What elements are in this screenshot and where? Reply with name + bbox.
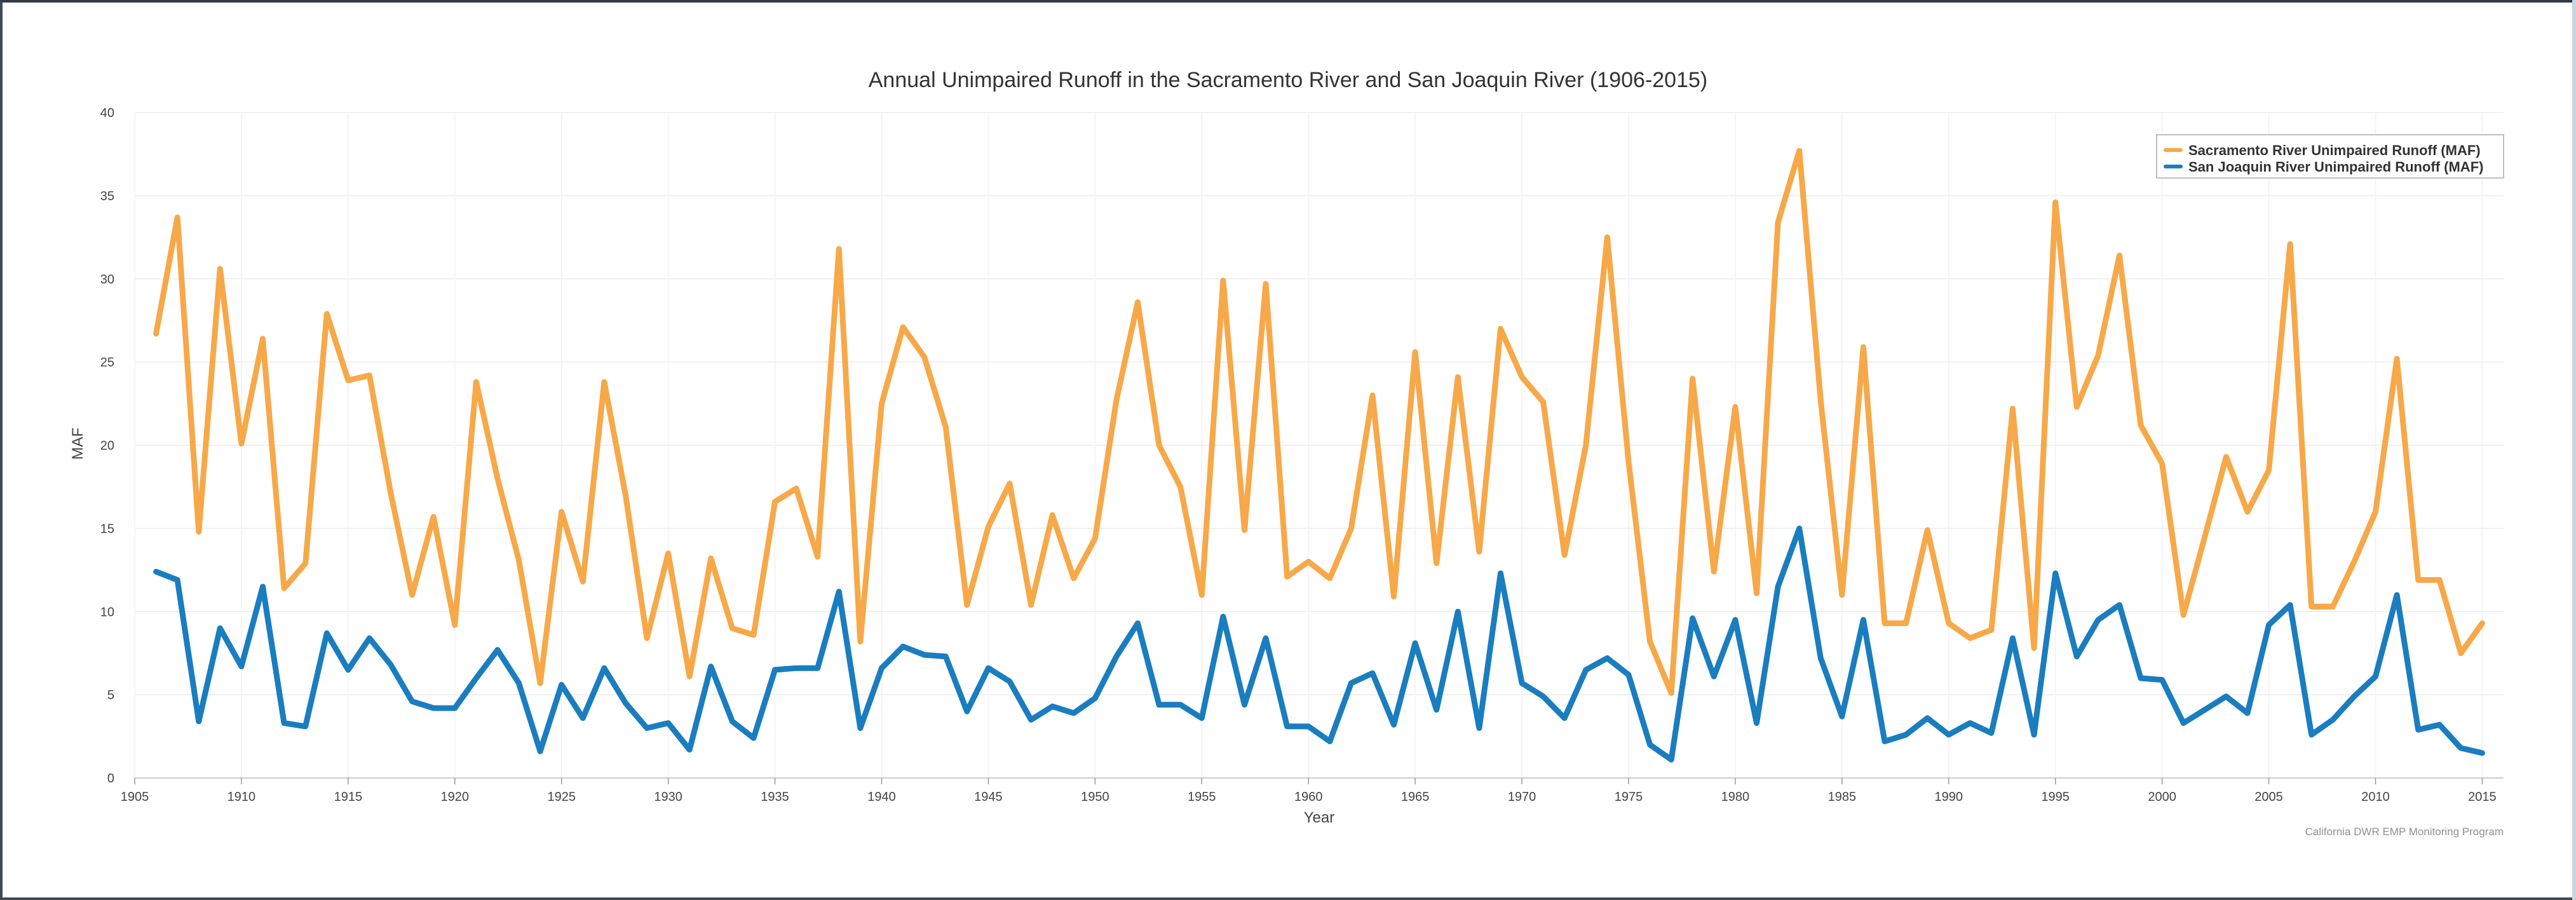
y-tick-label: 35 xyxy=(100,189,114,203)
series-line-sacramento xyxy=(153,147,2485,696)
x-tick-label: 1970 xyxy=(1508,790,1536,804)
y-tick-label: 5 xyxy=(107,688,114,702)
x-tick-label: 1975 xyxy=(1615,790,1643,804)
x-tick-label: 1910 xyxy=(227,790,256,804)
x-tick-label: 2015 xyxy=(2468,790,2497,804)
frame-edge xyxy=(2572,0,2576,900)
y-tick-label: 0 xyxy=(107,772,114,786)
x-tick-label: 1960 xyxy=(1294,790,1323,804)
legend-label-sacramento: Sacramento River Unimpaired Runoff (MAF) xyxy=(2188,142,2481,158)
x-tick-label: 1915 xyxy=(334,790,363,804)
y-axis-label: MAF xyxy=(69,428,86,460)
x-tick-label: 1950 xyxy=(1081,790,1109,804)
series-lines xyxy=(153,147,2485,763)
x-tick-label: 1955 xyxy=(1188,790,1216,804)
x-tick-label: 1920 xyxy=(441,790,470,804)
x-ticks: 1905 1910 1915 1920 1925 1930 1935 1940 1945 1950… xyxy=(121,778,2497,804)
y-tick-label: 10 xyxy=(100,605,114,619)
legend: Sacramento River Unimpaired Runoff (MAF)… xyxy=(2156,134,2504,179)
x-tick-label: 1965 xyxy=(1401,790,1430,804)
y-tick-label: 15 xyxy=(100,522,114,536)
y-tick-label: 30 xyxy=(100,273,114,287)
source-credit: California DWR EMP Monitoring Program xyxy=(2305,826,2504,838)
x-tick-label: 1935 xyxy=(761,790,789,804)
y-tick-label: 20 xyxy=(100,439,114,453)
x-tick-label: 1930 xyxy=(654,790,682,804)
x-tick-label: 2000 xyxy=(2148,790,2176,804)
x-tick-label: 1985 xyxy=(1828,790,1857,804)
y-ticks: 0 5 10 15 20 25 30 35 40 xyxy=(100,106,114,786)
x-axis-label: Year xyxy=(1304,809,1335,826)
grid xyxy=(134,112,2504,779)
x-tick-label: 1925 xyxy=(547,790,576,804)
x-tick-label: 1945 xyxy=(974,790,1003,804)
x-tick-label: 1980 xyxy=(1721,790,1750,804)
x-tick-label: 2005 xyxy=(2254,790,2283,804)
x-tick-label: 2010 xyxy=(2361,790,2390,804)
legend-label-san-joaquin: San Joaquin River Unimpaired Runoff (MAF… xyxy=(2188,159,2483,175)
series-line-san-joaquin xyxy=(153,525,2485,763)
x-tick-label: 1990 xyxy=(1935,790,1963,804)
x-tick-label: 1940 xyxy=(867,790,896,804)
x-tick-label: 1995 xyxy=(2041,790,2070,804)
y-tick-label: 40 xyxy=(100,106,114,120)
chart-title: Annual Unimpaired Runoff in the Sacramen… xyxy=(869,68,1707,92)
legend-box xyxy=(2156,134,2504,179)
x-tick-label: 1905 xyxy=(121,790,149,804)
y-tick-label: 25 xyxy=(100,356,114,370)
